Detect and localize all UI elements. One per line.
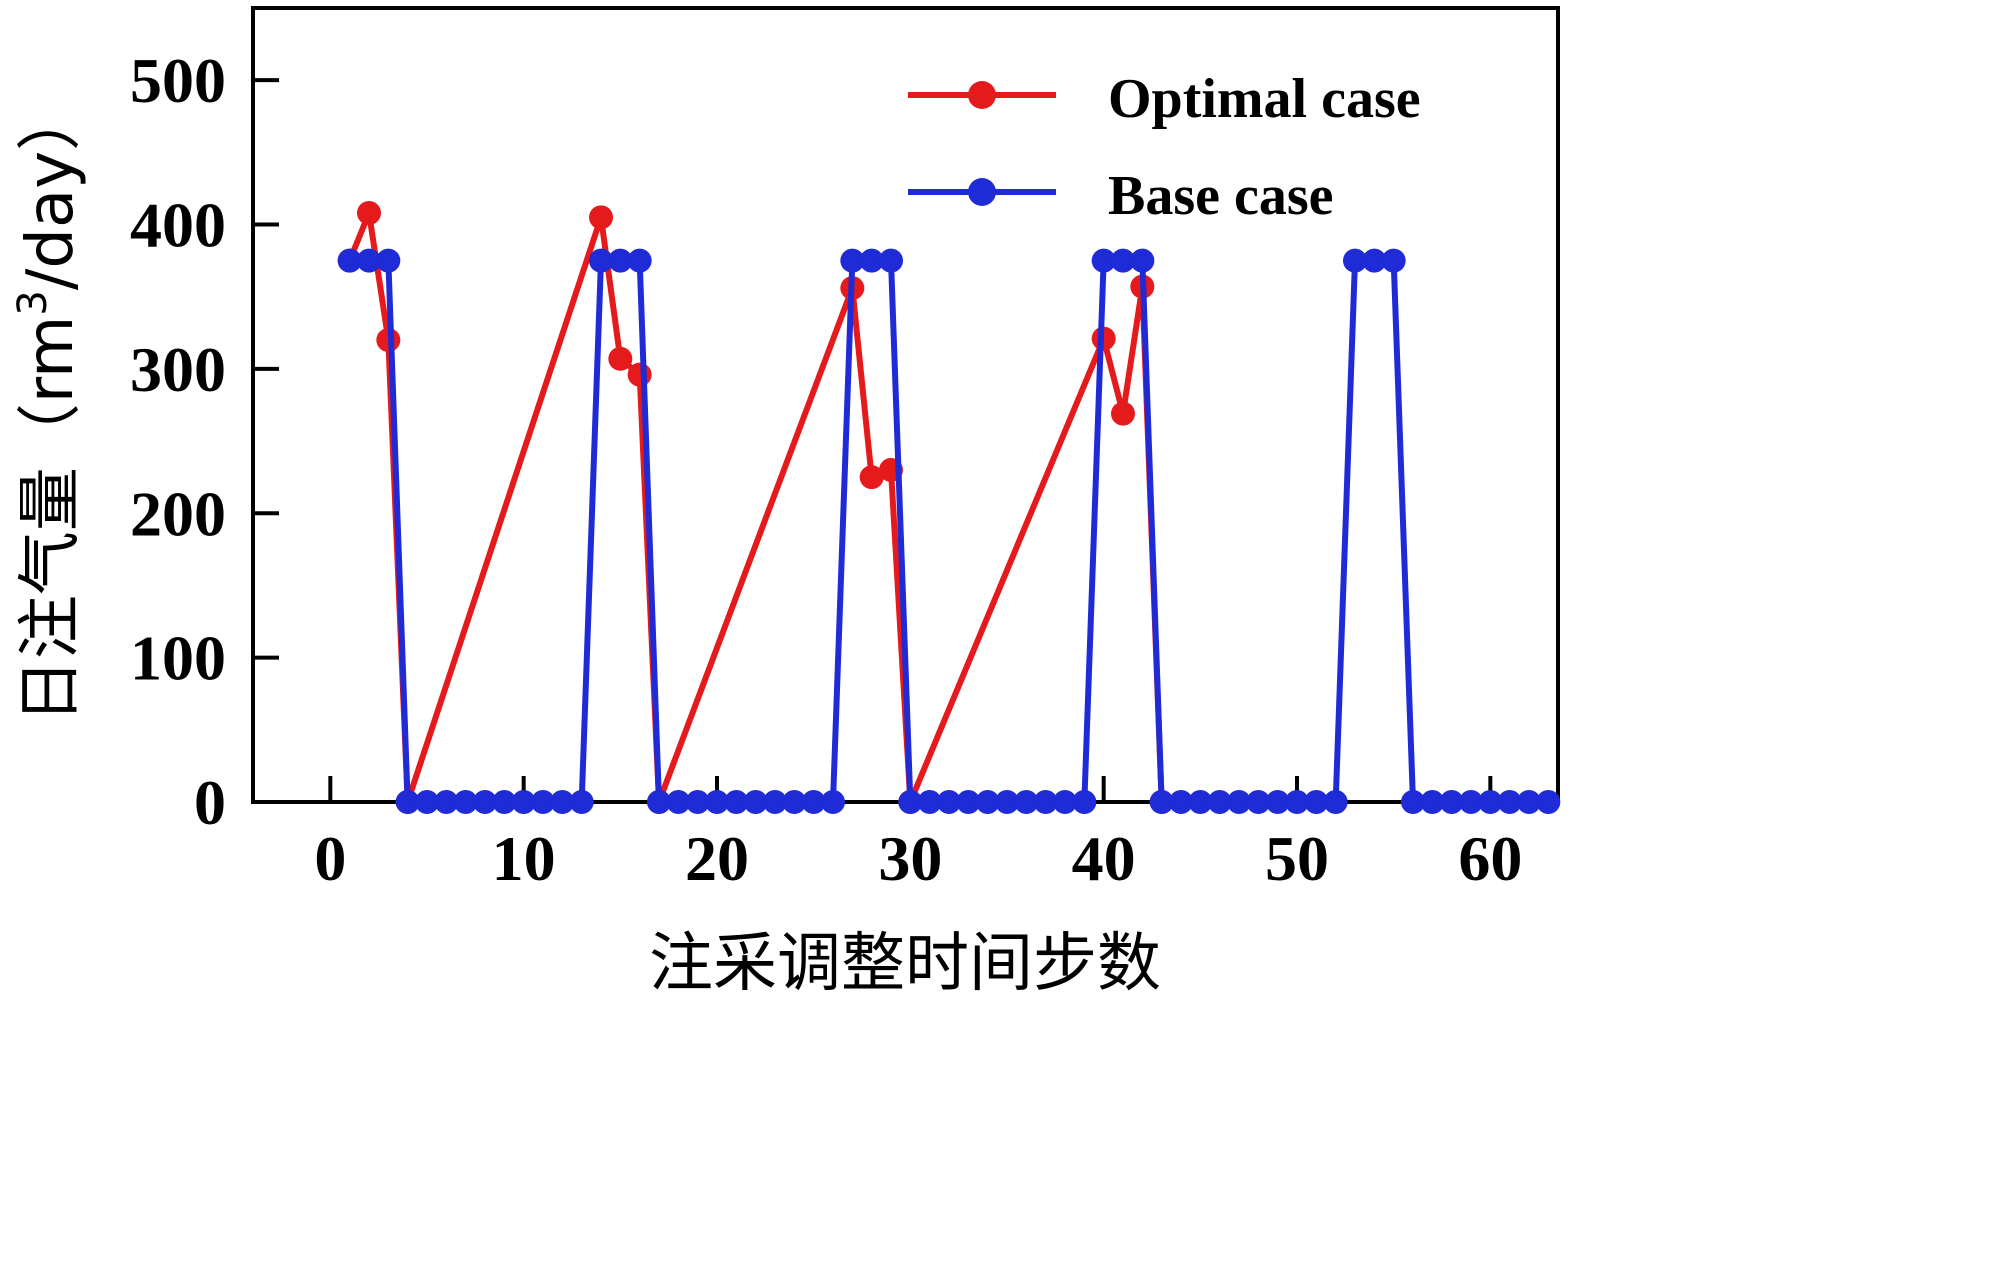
series-1-point-0 [337,248,362,273]
series-1-point-34 [995,790,1019,814]
series-1-point-12 [569,790,594,814]
series-1-point-25 [821,790,845,814]
series-1-point-57 [1439,790,1464,814]
series-1-point-62 [1536,790,1561,814]
y-tick-label-0: 0 [194,767,226,838]
series-1-point-46 [1227,790,1251,814]
legend-marker-optimal [968,81,996,109]
chart: 0 10 20 30 40 50 60 0 100 200 300 400 500 Optimal ca… [10,6,1561,1001]
series-0 [337,200,1174,814]
series-1-point-51 [1323,790,1348,814]
x-tick-label-1: 10 [492,823,556,894]
series-1-point-19 [705,790,729,814]
series-1-point-2 [376,248,401,273]
series-1-point-27 [859,248,884,273]
series-1-point-36 [1033,790,1058,814]
series-1-point-54 [1381,248,1406,273]
series-1-point-15 [627,248,652,273]
series-line-1 [349,257,1549,805]
series-1 [337,248,1561,814]
series-line-0 [346,209,1165,805]
series-layer [337,200,1561,814]
series-1-point-61 [1517,790,1541,814]
series-1-point-35 [1014,790,1039,814]
series-1-point-18 [685,790,710,814]
series-1-point-17 [666,790,691,814]
legend: Optimal case Base case [908,68,1421,227]
series-1-point-29 [898,790,923,814]
series-1-point-47 [1246,790,1271,814]
series-1-point-9 [511,790,536,814]
series-1-point-24 [801,790,826,814]
series-1-point-16 [647,790,671,814]
series-1-point-40 [1111,248,1135,273]
series-1-point-32 [956,790,981,814]
series-0-point-13 [1111,401,1135,426]
series-1-point-50 [1304,790,1329,814]
x-axis-title: 注采调整时间步数 [649,927,1161,1001]
series-1-point-59 [1478,790,1503,814]
y-tick-label-4: 400 [130,190,226,261]
series-1-point-45 [1207,790,1232,814]
series-1-point-58 [1459,790,1483,814]
series-1-point-43 [1169,790,1193,814]
y-tick-label-2: 200 [130,478,226,549]
y-tick-label-3: 300 [130,334,226,405]
series-1-point-1 [357,248,381,273]
y-axis-title-superscript: 3 [10,290,56,315]
axis-ticks: 0 10 20 30 40 50 60 0 100 200 300 400 500 [130,45,1522,894]
series-1-point-31 [937,790,961,814]
x-tick-label-2: 20 [685,823,749,894]
series-1-point-21 [743,790,768,814]
series-1-point-42 [1149,790,1174,814]
series-0-point-1 [357,200,381,225]
y-tick-label-1: 100 [130,623,226,694]
series-1-point-23 [782,790,807,814]
y-axis-title-main: 日注气量（rm [14,316,88,724]
series-1-point-8 [492,790,517,814]
y-tick-label-5: 500 [130,45,226,116]
x-tick-label-6: 60 [1458,823,1522,894]
series-0-point-6 [627,362,652,387]
series-1-point-3 [395,790,420,814]
series-1-point-53 [1362,248,1387,273]
series-1-point-6 [453,790,478,814]
y-axis-title: 日注气量（rm3/day） [10,87,88,723]
series-1-point-49 [1285,790,1309,814]
series-1-point-55 [1401,790,1425,814]
series-0-point-5 [608,346,633,371]
series-1-point-10 [531,790,555,814]
x-tick-label-0: 0 [314,823,346,894]
y-axis-title-end: /day） [14,87,88,290]
series-1-point-37 [1053,790,1077,814]
x-tick-label-5: 50 [1265,823,1329,894]
series-1-point-7 [473,790,497,814]
series-1-point-30 [917,790,942,814]
x-tick-label-3: 30 [878,823,942,894]
series-0-point-4 [589,205,613,230]
legend-marker-base [968,178,996,206]
series-1-point-41 [1130,248,1155,273]
series-1-point-20 [724,790,749,814]
series-1-point-38 [1072,790,1097,814]
series-1-point-11 [550,790,575,814]
legend-label-optimal: Optimal case [1108,68,1421,130]
series-1-point-44 [1188,790,1213,814]
series-1-point-22 [763,790,787,814]
series-1-point-39 [1091,248,1116,273]
series-1-point-5 [434,790,459,814]
legend-label-base: Base case [1108,165,1334,227]
x-tick-label-4: 40 [1072,823,1136,894]
series-1-point-13 [589,248,613,273]
series-1-point-56 [1420,790,1445,814]
series-1-point-33 [975,790,1000,814]
series-1-point-4 [415,790,439,814]
series-1-point-60 [1497,790,1522,814]
series-1-point-26 [840,248,865,273]
series-1-point-28 [879,248,903,273]
series-1-point-52 [1343,248,1367,273]
series-1-point-14 [608,248,633,273]
series-0-point-9 [859,465,884,490]
series-1-point-48 [1265,790,1290,814]
